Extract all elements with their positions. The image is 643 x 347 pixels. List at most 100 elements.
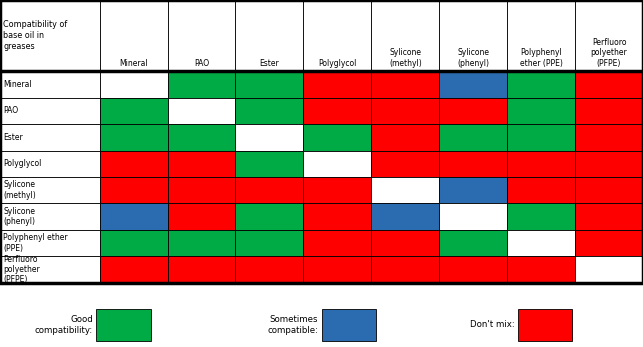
Bar: [96, 310, 151, 341]
Bar: [100, 98, 168, 124]
Bar: [235, 71, 303, 98]
Bar: [439, 203, 507, 230]
Bar: [235, 0, 303, 71]
Text: Polyglycol: Polyglycol: [3, 159, 42, 168]
Bar: [0, 151, 100, 177]
Bar: [0, 0, 100, 71]
Bar: [0, 230, 100, 256]
Bar: [235, 230, 303, 256]
Bar: [0, 177, 100, 203]
Bar: [439, 256, 507, 283]
Text: Mineral: Mineral: [3, 80, 32, 89]
Bar: [168, 177, 235, 203]
Bar: [575, 230, 643, 256]
Bar: [507, 230, 575, 256]
Bar: [575, 124, 643, 151]
Text: Ester: Ester: [260, 59, 279, 68]
Bar: [575, 98, 643, 124]
Bar: [168, 230, 235, 256]
Bar: [507, 124, 575, 151]
Text: Perfluoro
polyether
(PFPE): Perfluoro polyether (PFPE): [591, 38, 628, 68]
Bar: [100, 151, 168, 177]
Text: PAO: PAO: [194, 59, 209, 68]
Text: Polyglycol: Polyglycol: [318, 59, 357, 68]
Bar: [322, 310, 376, 341]
Bar: [100, 230, 168, 256]
Bar: [168, 71, 235, 98]
Bar: [0, 256, 100, 283]
Bar: [575, 71, 643, 98]
Bar: [575, 0, 643, 71]
Text: Polyphenyl
ether (PPE): Polyphenyl ether (PPE): [520, 48, 563, 68]
Bar: [235, 177, 303, 203]
Bar: [372, 203, 439, 230]
Text: Ester: Ester: [3, 133, 23, 142]
Bar: [235, 203, 303, 230]
Text: Good
compatibility:: Good compatibility:: [35, 315, 93, 335]
Bar: [518, 310, 572, 341]
Bar: [100, 71, 168, 98]
Bar: [575, 256, 643, 283]
Text: Polyphenyl ether
(PPE): Polyphenyl ether (PPE): [3, 234, 68, 253]
Bar: [0, 0, 643, 283]
Text: Don't mix:: Don't mix:: [469, 321, 514, 329]
Bar: [439, 124, 507, 151]
Text: Sylicone
(phenyl): Sylicone (phenyl): [457, 48, 489, 68]
Bar: [303, 98, 372, 124]
Bar: [100, 124, 168, 151]
Bar: [575, 203, 643, 230]
Text: Mineral: Mineral: [120, 59, 148, 68]
Text: PAO: PAO: [3, 106, 19, 115]
Bar: [507, 177, 575, 203]
Bar: [372, 98, 439, 124]
Bar: [303, 0, 372, 71]
Bar: [372, 230, 439, 256]
Bar: [235, 151, 303, 177]
Bar: [303, 256, 372, 283]
Bar: [507, 256, 575, 283]
Bar: [303, 124, 372, 151]
Bar: [0, 124, 100, 151]
Text: Sylicone
(methyl): Sylicone (methyl): [389, 48, 422, 68]
Bar: [100, 0, 168, 71]
Bar: [235, 98, 303, 124]
Bar: [439, 230, 507, 256]
Bar: [507, 151, 575, 177]
Bar: [372, 256, 439, 283]
Bar: [507, 0, 575, 71]
Text: Sometimes
compatible:: Sometimes compatible:: [267, 315, 318, 335]
Bar: [439, 71, 507, 98]
Text: Perfluoro
polyether
(PFPE): Perfluoro polyether (PFPE): [3, 255, 40, 285]
Bar: [575, 151, 643, 177]
Bar: [303, 177, 372, 203]
Bar: [303, 203, 372, 230]
Text: Compatibility of
base oil in
greases: Compatibility of base oil in greases: [3, 20, 68, 51]
Bar: [100, 256, 168, 283]
Bar: [303, 71, 372, 98]
Text: Sylicone
(methyl): Sylicone (methyl): [3, 180, 36, 200]
Bar: [439, 151, 507, 177]
Bar: [507, 71, 575, 98]
Bar: [0, 98, 100, 124]
Bar: [0, 71, 100, 98]
Bar: [168, 98, 235, 124]
Bar: [372, 0, 439, 71]
Bar: [507, 203, 575, 230]
Bar: [235, 124, 303, 151]
Bar: [168, 151, 235, 177]
Bar: [235, 256, 303, 283]
Bar: [0, 203, 100, 230]
Bar: [303, 230, 372, 256]
Bar: [575, 177, 643, 203]
Text: Sylicone
(phenyl): Sylicone (phenyl): [3, 207, 35, 226]
Bar: [168, 0, 235, 71]
Bar: [100, 203, 168, 230]
Bar: [372, 177, 439, 203]
Bar: [168, 124, 235, 151]
Bar: [168, 203, 235, 230]
Bar: [439, 177, 507, 203]
Bar: [372, 151, 439, 177]
Bar: [303, 151, 372, 177]
Bar: [100, 177, 168, 203]
Bar: [439, 0, 507, 71]
